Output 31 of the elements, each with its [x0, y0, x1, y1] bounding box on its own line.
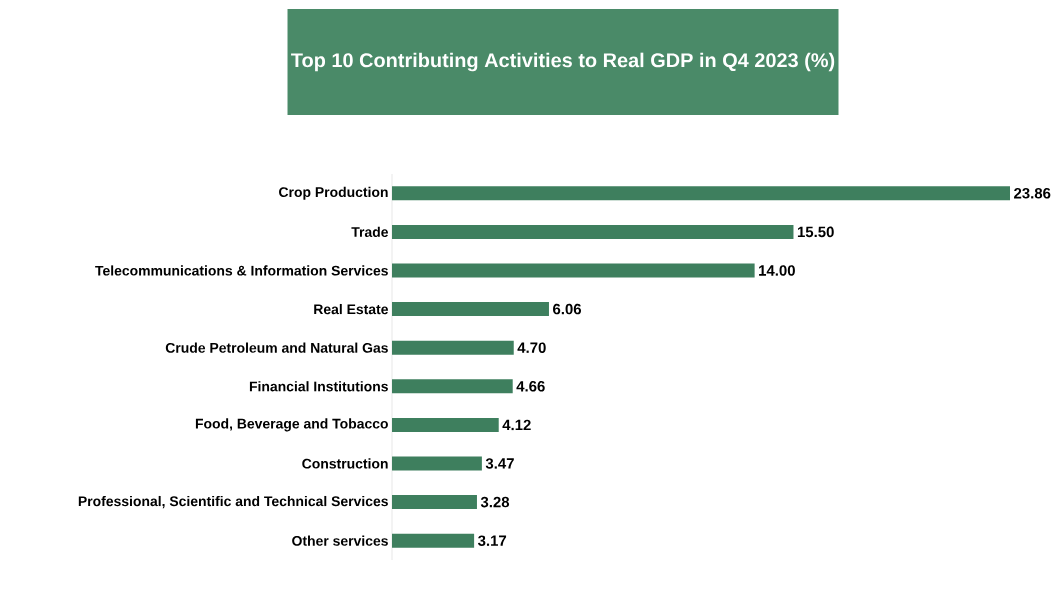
bar [392, 456, 482, 471]
y-tick-label: Financial Institutions [249, 381, 388, 392]
y-tick-label: Trade [351, 226, 389, 238]
bar [392, 379, 513, 394]
y-tick-label: Food, Beverage and Tobacco [195, 418, 388, 432]
bar [392, 340, 514, 355]
data-label: 3.28 [480, 496, 510, 508]
data-label: 4.70 [517, 342, 546, 353]
data-label: 3.47 [485, 458, 514, 469]
bar [392, 263, 755, 278]
bar [392, 224, 794, 239]
bar [392, 186, 1011, 201]
y-tick-label: Other services [292, 535, 388, 546]
y-tick-label: Professional, Scientific and Technical Services [78, 495, 388, 509]
bar [392, 533, 475, 548]
chart-title: Top 10 Contributing Activities to Real GDP in Q4 2023 (%) [291, 52, 835, 72]
data-label: 3.17 [477, 535, 507, 546]
y-tick-label: Crude Petroleum and Natural Gas [165, 342, 388, 353]
y-tick-label: Construction [302, 458, 388, 469]
bar [392, 495, 477, 510]
data-label: 15.50 [797, 226, 834, 238]
data-label: 6.06 [553, 303, 582, 315]
data-label: 14.00 [759, 265, 795, 276]
bar [392, 417, 499, 432]
data-label: 4.66 [516, 380, 545, 392]
bar [392, 302, 549, 317]
y-tick-label: Telecommunications & Information Services [95, 265, 388, 276]
y-tick-label: Crop Production [279, 186, 388, 200]
data-label: 4.12 [502, 419, 531, 431]
data-label: 23.86 [1014, 187, 1051, 199]
y-tick-label: Real Estate [314, 303, 388, 315]
